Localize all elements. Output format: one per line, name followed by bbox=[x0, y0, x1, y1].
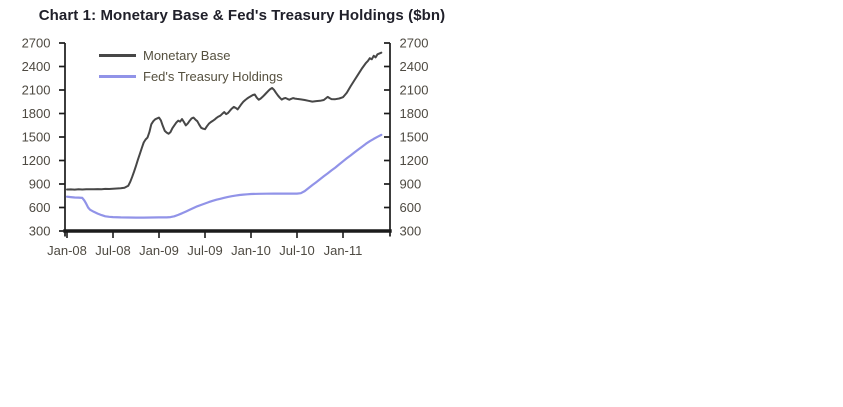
chart-legend: Monetary Base Fed's Treasury Holdings bbox=[99, 47, 283, 84]
y-tick-label-right: 300 bbox=[400, 224, 422, 239]
y-tick-label-right: 2700 bbox=[400, 36, 429, 51]
legend-item-monetary-base: Monetary Base bbox=[99, 47, 283, 63]
x-tick-label: Jan-11 bbox=[324, 243, 363, 258]
y-tick-label-right: 1200 bbox=[400, 153, 429, 168]
fed-s-treasury-holdings-line bbox=[65, 133, 383, 219]
y-tick-label-right: 900 bbox=[400, 177, 422, 192]
y-tick-label-left: 900 bbox=[29, 177, 51, 192]
y-tick-label-right: 1800 bbox=[400, 106, 429, 121]
treasury-holdings-line-swatch bbox=[99, 74, 136, 78]
x-tick-label: Jul-08 bbox=[95, 243, 130, 258]
legend-label-treasury-holdings: Fed's Treasury Holdings bbox=[143, 68, 283, 84]
x-tick-label: Jul-09 bbox=[187, 243, 222, 258]
monetary-base-line bbox=[66, 51, 383, 191]
chart-title: Chart 1: Monetary Base & Fed's Treasury … bbox=[38, 7, 446, 24]
y-tick-label-left: 1800 bbox=[22, 106, 51, 121]
y-tick-label-left: 1200 bbox=[22, 153, 51, 168]
y-tick-label-left: 300 bbox=[29, 224, 51, 239]
x-tick-label: Jan-09 bbox=[139, 243, 179, 258]
y-tick-label-left: 600 bbox=[29, 200, 51, 215]
y-tick-label-right: 600 bbox=[400, 200, 422, 215]
y-tick-label-left: 1500 bbox=[22, 130, 51, 145]
y-tick-label-left: 2700 bbox=[22, 36, 51, 51]
y-tick-label-right: 2100 bbox=[400, 83, 429, 98]
x-tick-label: Jul-10 bbox=[279, 243, 314, 258]
x-tick-label: Jan-08 bbox=[47, 243, 87, 258]
legend-item-treasury-holdings: Fed's Treasury Holdings bbox=[99, 68, 283, 84]
x-tick-label: Jan-10 bbox=[231, 243, 271, 258]
chart-figure: Chart 1: Monetary Base & Fed's Treasury … bbox=[0, 0, 490, 275]
y-tick-label-right: 1500 bbox=[400, 130, 429, 145]
y-tick-label-left: 2100 bbox=[22, 83, 51, 98]
chart-plot: 300 300 600 600 900 900 1200 1200 1500 1500 1800 18… bbox=[22, 36, 429, 259]
y-tick-label-right: 2400 bbox=[400, 59, 429, 74]
monetary-base-line-swatch bbox=[99, 53, 136, 57]
legend-label-monetary-base: Monetary Base bbox=[143, 47, 231, 63]
y-tick-label-left: 2400 bbox=[22, 59, 51, 74]
